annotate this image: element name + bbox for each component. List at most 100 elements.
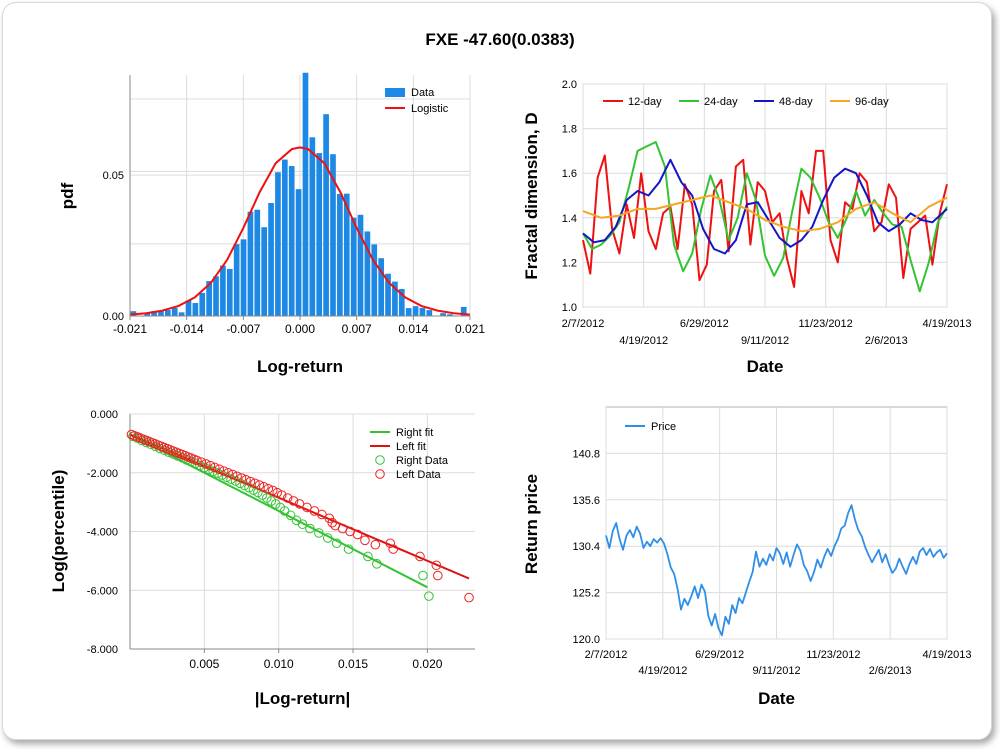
fractal-legend-label: 24-day bbox=[704, 96, 738, 108]
tail-point-Left Data bbox=[360, 535, 370, 546]
tail-point-Left Data bbox=[282, 493, 293, 503]
tail-point-Left Data bbox=[263, 483, 274, 494]
hist-bar bbox=[371, 244, 378, 316]
hist-bar bbox=[213, 276, 219, 316]
fractal-y-tick-label: 1.6 bbox=[562, 168, 577, 180]
price-x-tick-label: 2/6/2013 bbox=[869, 665, 912, 677]
tail-point-Left Data bbox=[245, 476, 256, 487]
hist-bar bbox=[268, 202, 274, 316]
hist-bar bbox=[309, 137, 316, 316]
tail-point-Right Data bbox=[322, 533, 333, 543]
tail-legend-label: Left Data bbox=[396, 469, 442, 481]
price-x-tick-label: 9/11/2012 bbox=[752, 665, 800, 677]
tail-point-Left Data bbox=[227, 469, 238, 480]
tail-x-axis-title: |Log-return| bbox=[255, 689, 350, 708]
tail-point-Left Data bbox=[415, 551, 425, 562]
tail-point-Left Data bbox=[433, 570, 443, 581]
tail-point-Left Data bbox=[259, 482, 269, 492]
hist-bar bbox=[240, 239, 247, 316]
hist-bar bbox=[364, 231, 371, 316]
price-y-tick-label: 135.6 bbox=[572, 495, 600, 507]
tail-y-tick-label: -8.000 bbox=[87, 644, 118, 656]
tail-point-Left Data bbox=[327, 517, 338, 528]
tail-point-Left Data bbox=[223, 467, 233, 478]
hist-bar bbox=[199, 292, 206, 316]
hist-bar bbox=[206, 281, 212, 316]
hist-bar bbox=[233, 244, 240, 316]
legend-data-swatch bbox=[385, 88, 405, 97]
fractal-x-tick-label: 4/19/2013 bbox=[923, 318, 972, 330]
fractal-legend-label: 48-day bbox=[779, 96, 813, 108]
fractal-x-tick-label: 9/11/2012 bbox=[741, 335, 789, 347]
hist-bar bbox=[295, 189, 302, 316]
fractal-x-axis-title: Date bbox=[747, 357, 784, 376]
fractal-x-tick-label: 2/6/2013 bbox=[865, 335, 908, 347]
hist-bar bbox=[460, 306, 467, 316]
tail-point-Right Data bbox=[314, 528, 324, 538]
price-line bbox=[605, 504, 948, 637]
tail-point-Right Data bbox=[285, 510, 296, 521]
logistic-fit-line bbox=[129, 146, 471, 316]
hist-bar bbox=[412, 306, 419, 316]
tail-point-Left Data bbox=[232, 471, 242, 482]
hist-bar bbox=[288, 166, 295, 316]
tail-x-tick-label: 0.005 bbox=[189, 657, 219, 671]
hist-bar bbox=[330, 154, 336, 316]
tail-legend-label: Right fit bbox=[396, 427, 433, 439]
tail-point-Left Data bbox=[370, 539, 381, 550]
hist-bar bbox=[337, 193, 343, 316]
fractal-x-tick-label: 4/19/2012 bbox=[619, 335, 668, 347]
tail-y-tick-label: -6.000 bbox=[87, 585, 118, 597]
tail-point-Left Data bbox=[317, 509, 327, 520]
tail-point-Left Data bbox=[205, 460, 216, 471]
tail-point-Right Data bbox=[418, 570, 428, 581]
tail-y-axis-title: Log(percentile) bbox=[49, 470, 68, 593]
tail-point-Right Data bbox=[305, 523, 315, 534]
tail-point-Left Data bbox=[214, 464, 225, 475]
hist-bar bbox=[185, 300, 192, 316]
price-y-tick-label: 140.8 bbox=[572, 448, 600, 460]
tail-y-tick-label: -2.000 bbox=[87, 468, 118, 480]
hist-y-axis-title: pdf bbox=[58, 182, 77, 209]
hist-bar bbox=[316, 153, 323, 316]
tail-point-Right Data bbox=[363, 551, 373, 562]
hist-bar bbox=[440, 313, 446, 316]
hist-bar bbox=[247, 211, 254, 316]
tail-y-tick-label: -4.000 bbox=[87, 527, 118, 539]
page-title: FXE -47.60(0.0383) bbox=[425, 30, 575, 49]
price-y-tick-label: 120.0 bbox=[572, 634, 600, 646]
tail-point-Left Data bbox=[272, 487, 283, 498]
tail-point-Right Data bbox=[217, 470, 227, 480]
hist-bar bbox=[405, 308, 412, 316]
hist-x-tick-label: 0.007 bbox=[342, 322, 372, 336]
legend-logistic-label: Logistic bbox=[411, 103, 449, 115]
hist-bar bbox=[385, 273, 391, 316]
hist-bar bbox=[350, 217, 357, 316]
fractal-series-24-day bbox=[582, 141, 948, 293]
hist-bar bbox=[178, 312, 185, 316]
tail-point-Right Data bbox=[226, 474, 236, 485]
tail-y-tick-label: 0.000 bbox=[90, 409, 118, 421]
tail-point-Left Data bbox=[385, 538, 396, 549]
hist-bar bbox=[165, 310, 171, 316]
tail-x-tick-label: 0.010 bbox=[264, 657, 294, 671]
hist-bar bbox=[261, 227, 268, 316]
tail-point-Left Data bbox=[250, 478, 260, 489]
hist-y-tick-label: 0.00 bbox=[103, 311, 124, 323]
hist-bar bbox=[447, 314, 453, 316]
price-legend-label: Price bbox=[651, 421, 676, 433]
tail-point-Left Data bbox=[431, 560, 442, 571]
fractal-legend-label: 96-day bbox=[855, 96, 889, 108]
hist-bar bbox=[343, 193, 350, 316]
fractal-y-tick-label: 1.2 bbox=[562, 257, 577, 269]
hist-bar bbox=[378, 258, 384, 316]
tail-point-Left Data bbox=[254, 480, 265, 490]
price-x-tick-label: 2/7/2012 bbox=[585, 649, 628, 661]
fractal-y-axis-title: Fractal dimension, D bbox=[522, 112, 541, 279]
fractal-y-tick-label: 1.4 bbox=[562, 213, 577, 225]
hist-bar bbox=[281, 159, 288, 316]
fractal-series-48-day bbox=[582, 158, 948, 255]
tail-legend-swatch bbox=[375, 455, 385, 465]
tail-x-tick-label: 0.020 bbox=[412, 657, 442, 671]
